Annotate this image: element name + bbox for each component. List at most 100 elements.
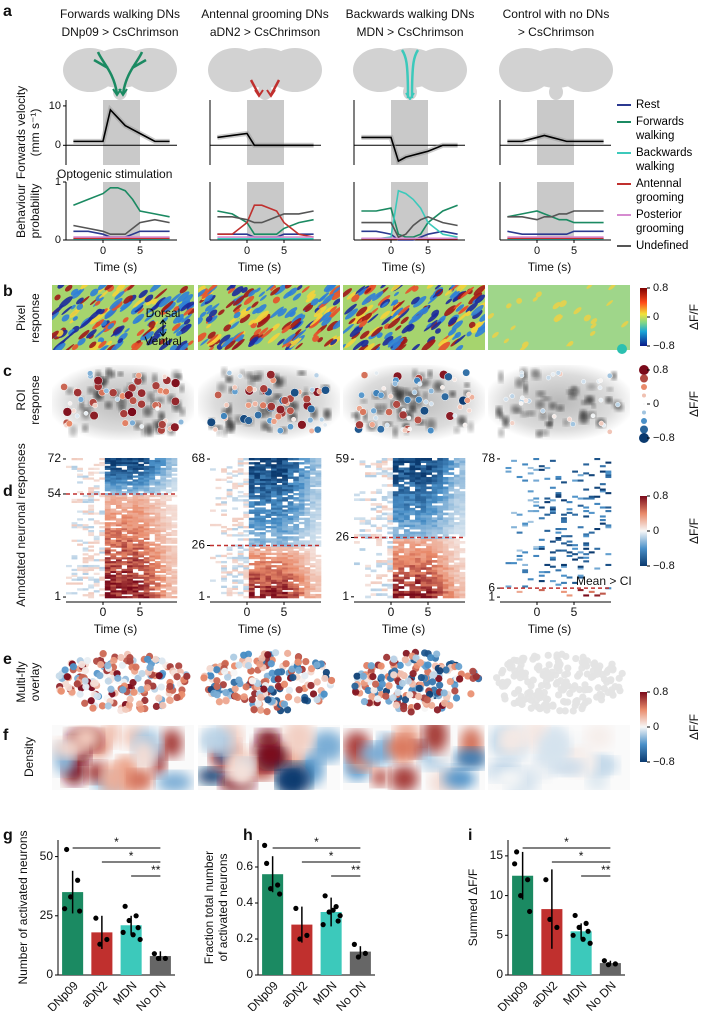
roi — [119, 409, 129, 418]
pixel-streak — [251, 301, 259, 308]
pixel-streak — [451, 285, 461, 291]
overlay-roi — [207, 672, 215, 680]
overlay-roi — [327, 676, 336, 685]
pixel-streak — [116, 285, 126, 292]
overlay-roi — [222, 689, 230, 697]
brain-lobe — [90, 48, 150, 88]
pixel-streak — [160, 316, 169, 324]
roi — [411, 389, 418, 396]
overlay-roi — [144, 655, 152, 663]
pixel-streak — [144, 294, 154, 303]
pixel-streak — [328, 306, 340, 318]
overlay-roi — [258, 654, 266, 663]
pixel-streak — [71, 344, 79, 350]
pixel-streak — [390, 285, 404, 292]
arrow-head — [266, 89, 276, 98]
roi-shadow — [409, 406, 417, 413]
pixel-streak — [397, 305, 410, 316]
pixel-streak — [89, 314, 102, 325]
roi-shadow — [427, 369, 433, 378]
arrow-head — [405, 92, 415, 101]
pixel-streak — [320, 311, 332, 321]
pixel-streak — [71, 290, 82, 299]
pixel-streak — [234, 308, 241, 314]
pixel-streak — [112, 325, 125, 336]
pixel-streak — [452, 334, 459, 340]
pixel-streak — [204, 304, 213, 312]
pixel-streak — [318, 292, 330, 302]
pixel-streak — [390, 313, 397, 320]
pixel-streak — [142, 326, 155, 337]
overlay-roi — [157, 683, 165, 691]
roi-shadow — [117, 371, 124, 377]
roi-shadow — [158, 411, 165, 422]
pixel-streak — [455, 304, 465, 312]
density-image — [52, 725, 194, 790]
pixel-streak — [432, 289, 444, 298]
pixel-streak — [357, 288, 368, 297]
roi-shadow — [217, 382, 226, 393]
pixel-streak — [324, 338, 334, 347]
pixel-streak — [261, 328, 274, 339]
pixel-streak — [90, 288, 99, 297]
pixel-streak — [186, 301, 194, 309]
roi-shadow — [323, 408, 331, 420]
roi — [87, 370, 94, 377]
pixel-streak — [431, 321, 442, 331]
overlay-roi — [166, 682, 174, 691]
density-blob — [256, 729, 280, 746]
overlay-roi — [302, 657, 310, 666]
pixel-streak — [134, 304, 144, 313]
overlay-roi — [137, 685, 145, 694]
overlay-roi — [166, 696, 174, 704]
pixel-streak — [207, 331, 216, 339]
pixel-streak — [207, 315, 218, 324]
pixel-streak — [351, 294, 360, 303]
overlay-roi — [267, 685, 275, 693]
overlay-roi — [301, 672, 309, 680]
roi — [170, 422, 180, 432]
pixel-streak — [204, 294, 213, 302]
roi — [307, 416, 314, 424]
pixel-streak — [306, 290, 316, 298]
pixel-streak — [231, 286, 244, 297]
pixel-streak — [248, 319, 255, 326]
pixel-streak — [328, 306, 337, 314]
pixel-streak — [343, 323, 354, 335]
pixel-streak — [163, 302, 176, 313]
roi — [103, 387, 110, 394]
overlay-roi — [231, 692, 240, 700]
roi-shadow — [261, 421, 270, 431]
pixel-response-image — [52, 285, 194, 350]
overlay-roi — [200, 674, 208, 682]
overlay-roi — [114, 674, 122, 682]
roi-shadow — [423, 378, 431, 386]
overlay-roi — [132, 663, 140, 671]
pixel-streak — [357, 318, 364, 324]
pixel-streak — [155, 297, 166, 307]
density-blob — [198, 767, 228, 784]
overlay-roi — [285, 686, 294, 694]
roi — [419, 406, 429, 416]
overlay-roi — [235, 676, 243, 684]
pixel-streak — [332, 298, 340, 306]
overlay-roi — [104, 661, 112, 670]
pixel-streak — [455, 345, 464, 350]
pixel-streak — [367, 343, 381, 350]
pixel-streak — [398, 344, 407, 350]
arrow-head — [118, 88, 128, 97]
pixel-streak — [450, 285, 458, 290]
pixel-streak — [438, 338, 447, 347]
overlay-roi — [215, 698, 224, 706]
overlay-roi — [248, 695, 256, 704]
roi — [307, 404, 316, 414]
pixel-streak — [332, 286, 340, 294]
roi — [297, 420, 307, 430]
overlay-roi — [159, 701, 167, 710]
density-blob — [199, 730, 221, 751]
dn-axon — [121, 51, 144, 95]
pixel-streak — [255, 310, 269, 323]
pixel-streak — [224, 340, 236, 350]
pixel-streak — [229, 321, 240, 330]
roi-shadow — [355, 411, 360, 422]
